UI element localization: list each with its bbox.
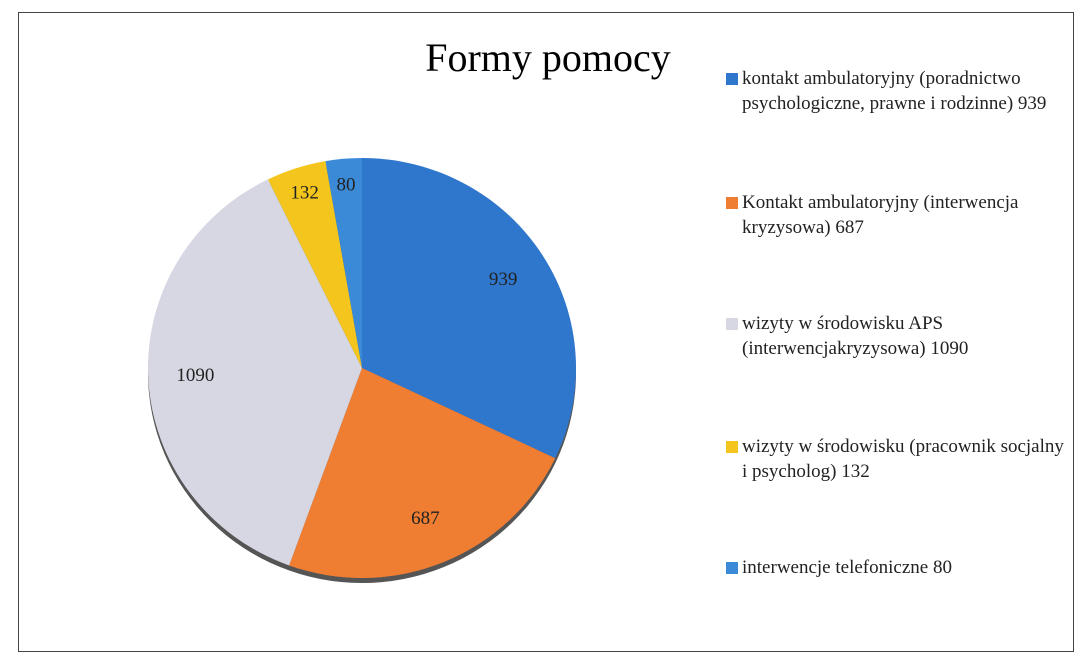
legend-label: wizyty w środowisku APS (interwencjakryz… [742, 313, 969, 359]
pie-slice [267, 161, 362, 368]
legend-item: Kontakt ambulatoryjny (interwencja kryzy… [724, 190, 1072, 240]
legend-item: wizyty w środowisku APS (interwencjakryz… [724, 311, 1072, 361]
legend-label: kontakt ambulatoryjny (poradnictwo psych… [742, 68, 1047, 114]
legend-swatch [726, 318, 738, 330]
pie-slice [325, 158, 362, 368]
legend-swatch [726, 73, 738, 85]
data-label: 132 [290, 183, 319, 204]
legend-label: wizyty w środowisku (pracownik socjalny … [742, 436, 1064, 482]
legend-swatch [726, 441, 738, 453]
pie-slice [148, 179, 362, 566]
data-label: 80 [337, 174, 356, 195]
pie-slice [362, 158, 576, 459]
legend-swatch [726, 562, 738, 574]
legend-item: wizyty w środowisku (pracownik socjalny … [724, 434, 1072, 484]
chart-title: Formy pomocy [425, 35, 671, 80]
legend-label: Kontakt ambulatoryjny (interwencja kryzy… [742, 192, 1019, 238]
legend-swatch [726, 197, 738, 209]
pie-slice [289, 368, 556, 578]
data-label: 687 [411, 508, 440, 529]
legend-label: interwencje telefoniczne 80 [742, 557, 952, 578]
data-label: 1090 [176, 365, 214, 386]
legend-item: kontakt ambulatoryjny (poradnictwo psych… [724, 66, 1072, 116]
legend-item: interwencje telefoniczne 80 [724, 555, 1072, 580]
data-label: 939 [489, 269, 518, 290]
